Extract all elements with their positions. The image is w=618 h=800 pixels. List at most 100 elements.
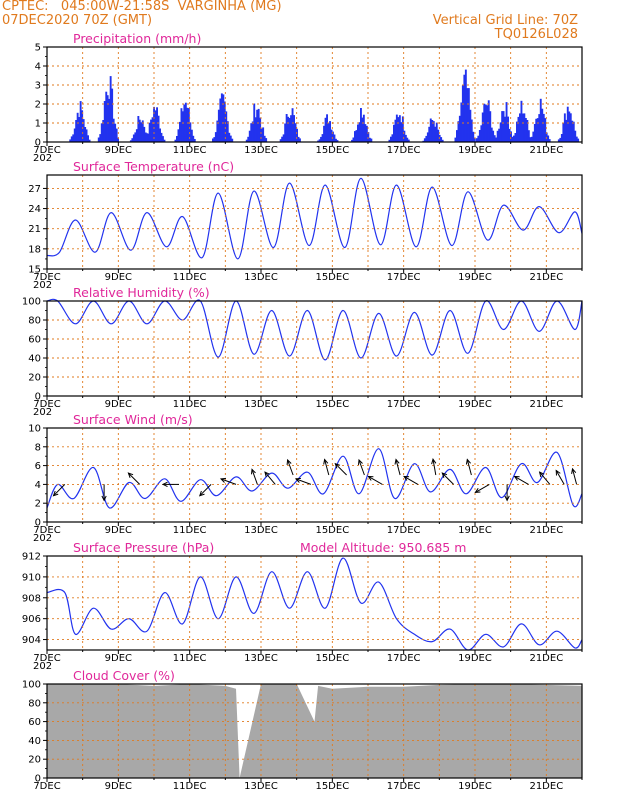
wind-arrow xyxy=(555,469,565,485)
precip-bar xyxy=(428,126,431,142)
precip-bar xyxy=(441,139,444,142)
precip-bar xyxy=(574,130,577,142)
precip-bar xyxy=(147,133,150,142)
wind-arrow-shaft xyxy=(334,463,347,476)
precip-bar xyxy=(460,102,463,142)
precip-bar xyxy=(287,116,290,142)
precip-bar xyxy=(467,88,470,142)
precip-bar xyxy=(533,124,536,142)
wind-arrow xyxy=(101,484,107,502)
precip-bar xyxy=(423,138,426,142)
header-location: CPTEC: 045:00W-21:58S VARGINHA (MG) xyxy=(2,0,282,14)
x-tick-label: 19DEC xyxy=(458,653,492,664)
precip-bar xyxy=(401,116,404,142)
precip-bar xyxy=(362,114,365,142)
precip-bar xyxy=(519,113,521,142)
wind-arrow xyxy=(465,458,472,476)
precip-bar xyxy=(400,122,403,142)
panel-frame xyxy=(46,427,583,523)
precip-bar xyxy=(157,115,160,142)
precip-bar xyxy=(105,91,108,142)
precip-bar xyxy=(253,103,256,142)
y-tick-label: 6 xyxy=(35,461,41,472)
precip-bar xyxy=(72,134,75,142)
precip-bar xyxy=(577,138,580,142)
precip-bar xyxy=(498,128,501,142)
precip-bar xyxy=(144,140,147,142)
x-tick-label: 19DEC xyxy=(458,525,492,536)
wind-arrow xyxy=(334,462,347,476)
wind-arrow-shaft xyxy=(572,468,578,485)
x-tick-label: 17DEC xyxy=(387,145,421,156)
header-run-date: 07DEC2020 70Z (GMT) xyxy=(2,13,153,28)
precip-bar xyxy=(547,135,550,142)
precip-bar xyxy=(432,121,435,142)
x-tick-label: 15DEC xyxy=(315,399,349,410)
precip-bar xyxy=(102,120,105,142)
precip-bar xyxy=(212,138,214,142)
precip-bar xyxy=(407,139,410,142)
y-tick-label: 80 xyxy=(28,698,41,709)
precip-bar xyxy=(463,74,466,142)
x-tick-label: 21DEC xyxy=(529,399,563,410)
precip-bar xyxy=(404,134,407,142)
precip-bar xyxy=(135,129,138,142)
y-tick-label: 8 xyxy=(35,442,41,453)
x-year-stub: 202 xyxy=(33,533,52,544)
precip-bar xyxy=(154,110,157,142)
precip-bar xyxy=(282,134,285,142)
precip-bar xyxy=(117,137,119,142)
precip-bar xyxy=(572,121,575,142)
precip-bar xyxy=(181,111,184,142)
x-tick-label: 15DEC xyxy=(315,653,349,664)
precip-bar xyxy=(357,124,359,142)
precip-bar xyxy=(132,134,135,142)
wind-arrow-head xyxy=(219,477,227,483)
precip-bar xyxy=(508,128,511,142)
x-tick-label: 11DEC xyxy=(173,272,207,283)
precip-bar xyxy=(569,113,572,142)
wind-arrow xyxy=(198,484,212,497)
precip-bar xyxy=(223,101,226,142)
precip-bar xyxy=(429,118,432,142)
wind-arrow-shaft xyxy=(403,475,419,485)
precip-bar xyxy=(351,139,353,142)
precip-bar xyxy=(225,111,228,142)
x-tick-label: 21DEC xyxy=(529,525,563,536)
x-tick-label: 13DEC xyxy=(244,781,278,792)
y-tick-label: 100 xyxy=(22,297,41,308)
wind-arrow xyxy=(264,471,276,485)
precip-bar xyxy=(279,139,282,142)
precip-bar xyxy=(112,118,115,142)
precip-bar xyxy=(504,116,506,142)
wind-arrow-shaft xyxy=(324,459,330,476)
pressure-series-line xyxy=(46,557,583,651)
panel-frame xyxy=(46,555,583,651)
precip-bar xyxy=(562,123,565,142)
precip-bar xyxy=(426,132,429,142)
precip-bar xyxy=(466,88,469,142)
x-tick-label: 11DEC xyxy=(173,781,207,792)
panel-precip: 0 1 2 3 4 5 7DEC 9DEC 11DEC 13DEC 15DEC 17DEC 19DEC 2… xyxy=(33,31,583,164)
precip-bar xyxy=(335,138,337,142)
precip-bar xyxy=(437,129,440,142)
wind-arrow-head xyxy=(367,475,374,481)
wind-arrow-shaft xyxy=(287,459,294,476)
precip-bar xyxy=(406,137,409,142)
precip-bar xyxy=(472,131,475,142)
y-tick-label: 0 xyxy=(35,392,41,403)
y-tick-label: 904 xyxy=(22,635,41,646)
wind-arrow-head xyxy=(251,468,256,475)
precip-bar xyxy=(368,137,371,142)
precip-bar xyxy=(496,130,499,142)
precip-bar xyxy=(288,118,291,142)
precip-bar xyxy=(148,122,151,142)
precip-bar xyxy=(214,132,217,142)
y-tick-label: 18 xyxy=(28,244,41,255)
x-tick-label: 17DEC xyxy=(387,781,421,792)
y-tick-label: 2 xyxy=(35,499,41,510)
wind-arrow xyxy=(513,475,529,485)
precip-bar xyxy=(99,134,102,142)
wind-arrow-head xyxy=(127,472,134,478)
precip-bar xyxy=(492,130,495,142)
